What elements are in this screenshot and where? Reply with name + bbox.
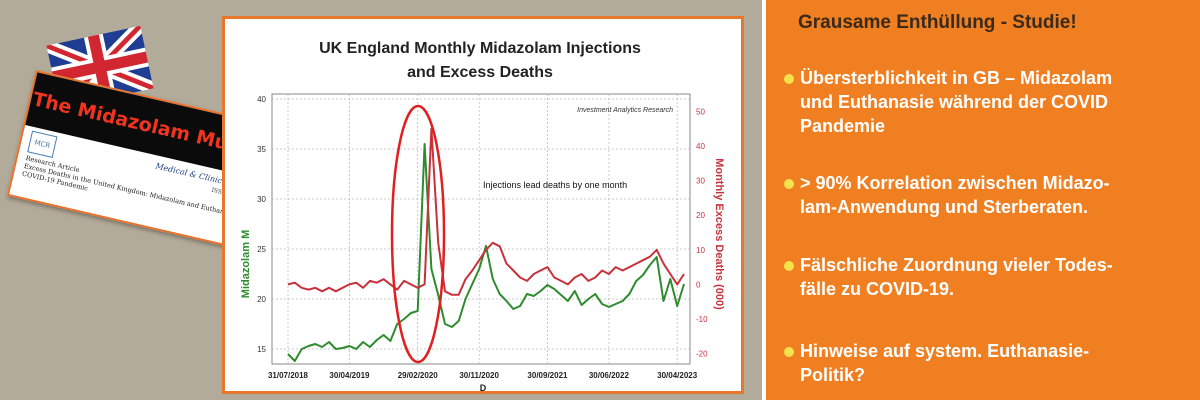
y-left-tick-label: 25 (257, 245, 266, 254)
chart-title: UK England Monthly Midazolam Injections (319, 40, 641, 57)
x-axis-label: D (480, 383, 487, 391)
chart-ticks: 15 20 25 30 35 40 -20 -10 0 10 20 30 40 50 31/07/2018 3… (257, 95, 708, 380)
bullet-dot-icon (784, 347, 794, 357)
y-right-tick-label: 0 (696, 280, 701, 289)
chart-annotation: Injections lead deaths by one month (483, 180, 627, 190)
y-right-tick-label: 30 (696, 177, 705, 186)
panel-title: Grausame Enthüllung - Studie! (798, 12, 1077, 33)
chart: UK England Monthly Midazolam Injections … (240, 40, 725, 391)
y-right-tick-label: -10 (696, 315, 708, 324)
y-right-tick-label: 20 (696, 211, 705, 220)
bullet-dot-icon (784, 74, 794, 84)
info-panel: Grausame Enthüllung - Studie! Übersterbl… (766, 0, 1200, 400)
bullet-text: Übersterblichkeit in GB – Midazolam und … (800, 68, 1113, 136)
y-left-tick-label: 35 (257, 145, 266, 154)
x-tick-label: 30/06/2022 (589, 371, 630, 380)
x-tick-label: 30/11/2020 (459, 371, 499, 380)
chart-title-line2: and Excess Deaths (407, 64, 553, 81)
chart-grid (271, 93, 691, 365)
left-image-area: The Midazolam Murders MCR Medical & Clin… (0, 0, 762, 400)
y-left-tick-label: 30 (257, 195, 266, 204)
plot-area-border (271, 93, 691, 365)
x-tick-label: 30/04/2019 (329, 371, 370, 380)
excess-deaths-series-line (287, 127, 685, 296)
y-right-tick-label: -20 (696, 350, 708, 359)
y-axis-left-label: Midazolam M (240, 230, 252, 298)
y-right-tick-label: 40 (696, 142, 705, 151)
chart-source: Investment Analytics Research (577, 107, 673, 114)
y-right-tick-label: 10 (696, 246, 705, 255)
bullet-text: Fälschliche Zuordnung vieler Todes- fäll… (800, 255, 1113, 299)
highlight-ellipse (390, 104, 446, 364)
y-left-tick-label: 40 (257, 95, 266, 104)
x-tick-label: 30/04/2023 (657, 371, 698, 380)
x-tick-label: 29/02/2020 (398, 371, 439, 380)
y-left-tick-label: 20 (257, 295, 266, 304)
journal-logo-icon: MCR (27, 130, 58, 158)
y-right-tick-label: 50 (696, 107, 705, 116)
chart-frame: UK England Monthly Midazolam Injections … (222, 16, 744, 394)
bullet-dot-icon (784, 261, 794, 271)
chart-series (287, 127, 685, 362)
x-tick-label: 30/09/2021 (527, 371, 568, 380)
bullet-text: > 90% Korrelation zwischen Midazo- lam-A… (800, 173, 1110, 217)
bullet-dot-icon (784, 179, 794, 189)
x-tick-label: 31/07/2018 (268, 371, 309, 380)
midazolam-series-line (287, 143, 685, 362)
y-left-tick-label: 15 (257, 345, 266, 354)
bullet-text: Hinweise auf system. Euthanasie- Politik… (800, 341, 1090, 385)
y-axis-right-label: Monthly Excess Deaths (000) (713, 158, 725, 310)
